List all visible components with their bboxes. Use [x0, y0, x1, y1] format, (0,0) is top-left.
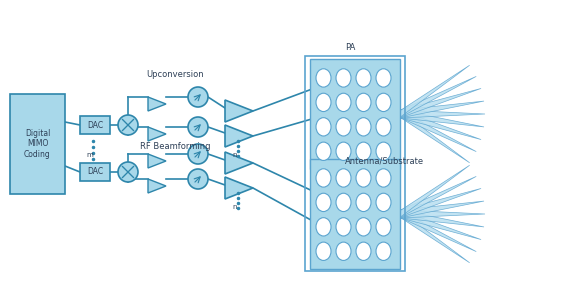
Polygon shape — [400, 110, 481, 140]
Ellipse shape — [336, 193, 351, 212]
Polygon shape — [400, 110, 476, 152]
Text: Antenna/Substrate: Antenna/Substrate — [345, 156, 424, 165]
Ellipse shape — [356, 93, 371, 112]
Ellipse shape — [376, 242, 391, 260]
Polygon shape — [400, 165, 470, 217]
Ellipse shape — [316, 142, 331, 160]
Ellipse shape — [316, 193, 331, 212]
Polygon shape — [148, 154, 166, 168]
Polygon shape — [148, 179, 166, 193]
Polygon shape — [400, 210, 485, 218]
Ellipse shape — [376, 218, 391, 236]
Text: DAC: DAC — [87, 121, 103, 129]
Circle shape — [188, 87, 208, 107]
Polygon shape — [400, 201, 484, 218]
FancyBboxPatch shape — [310, 59, 400, 169]
Polygon shape — [400, 101, 484, 118]
Text: n: n — [233, 152, 237, 158]
Ellipse shape — [376, 193, 391, 212]
Ellipse shape — [316, 242, 331, 260]
Polygon shape — [400, 210, 484, 227]
Circle shape — [188, 117, 208, 137]
Polygon shape — [400, 210, 481, 240]
Text: PA: PA — [345, 43, 355, 52]
Text: Digital
MIMO
Coding: Digital MIMO Coding — [24, 129, 51, 159]
Polygon shape — [148, 127, 166, 141]
Text: m: m — [87, 152, 93, 158]
Ellipse shape — [376, 93, 391, 112]
Ellipse shape — [356, 242, 371, 260]
FancyBboxPatch shape — [80, 116, 110, 134]
Polygon shape — [225, 125, 253, 147]
Ellipse shape — [376, 69, 391, 87]
FancyBboxPatch shape — [80, 163, 110, 181]
Ellipse shape — [336, 93, 351, 112]
Text: DAC: DAC — [87, 168, 103, 177]
Circle shape — [188, 169, 208, 189]
Ellipse shape — [336, 169, 351, 187]
Polygon shape — [225, 100, 253, 122]
Ellipse shape — [356, 69, 371, 87]
Text: n: n — [233, 204, 237, 210]
Circle shape — [118, 115, 138, 135]
Ellipse shape — [316, 93, 331, 112]
Polygon shape — [400, 111, 470, 163]
Ellipse shape — [356, 218, 371, 236]
Polygon shape — [400, 211, 470, 263]
Polygon shape — [225, 177, 253, 199]
Polygon shape — [400, 88, 481, 118]
FancyBboxPatch shape — [10, 94, 65, 194]
Ellipse shape — [356, 142, 371, 160]
Ellipse shape — [356, 118, 371, 136]
Polygon shape — [400, 110, 485, 118]
Polygon shape — [400, 110, 484, 127]
Polygon shape — [400, 188, 481, 218]
Ellipse shape — [316, 69, 331, 87]
FancyBboxPatch shape — [310, 159, 400, 269]
Ellipse shape — [336, 69, 351, 87]
Polygon shape — [400, 76, 476, 118]
Ellipse shape — [376, 142, 391, 160]
Circle shape — [118, 162, 138, 182]
Ellipse shape — [376, 169, 391, 187]
Ellipse shape — [336, 118, 351, 136]
Ellipse shape — [316, 169, 331, 187]
Polygon shape — [400, 176, 476, 218]
Ellipse shape — [316, 218, 331, 236]
Polygon shape — [225, 152, 253, 174]
Ellipse shape — [356, 193, 371, 212]
Polygon shape — [400, 65, 470, 117]
Ellipse shape — [316, 118, 331, 136]
Ellipse shape — [336, 142, 351, 160]
Polygon shape — [148, 97, 166, 111]
Ellipse shape — [376, 118, 391, 136]
Polygon shape — [400, 210, 476, 252]
Ellipse shape — [336, 242, 351, 260]
Ellipse shape — [356, 169, 371, 187]
Circle shape — [188, 144, 208, 164]
Text: Upconversion: Upconversion — [146, 70, 204, 79]
Ellipse shape — [336, 218, 351, 236]
Text: RF Beamforming: RF Beamforming — [140, 142, 210, 151]
